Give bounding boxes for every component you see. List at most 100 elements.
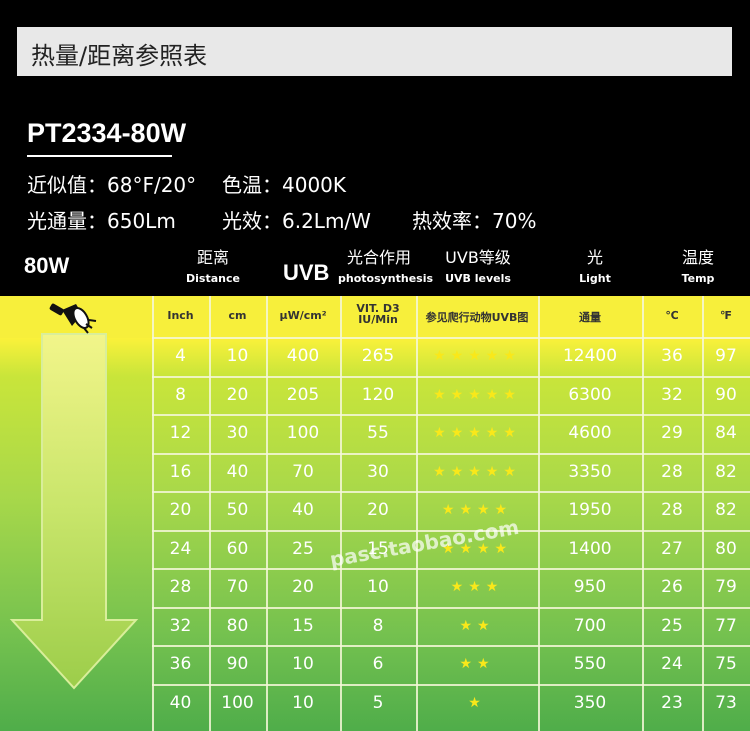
row-divider [152, 414, 750, 416]
cell-uw: 25 [292, 538, 314, 559]
cell-stars: ★★★★ [441, 540, 513, 557]
cell-uw: 10 [292, 654, 314, 674]
cell-f: 75 [715, 654, 737, 674]
table-background [0, 296, 750, 731]
cell-c: 24 [661, 654, 683, 674]
down-arrow-icon [9, 333, 139, 690]
spec-heat-efficiency: 热效率：70% [412, 209, 537, 233]
cell-flux: 12400 [562, 346, 618, 366]
cell-cm: 40 [226, 461, 249, 482]
row-divider [152, 337, 750, 339]
cell-f: 97 [715, 346, 737, 366]
cell-stars: ★★★★★ [433, 348, 521, 364]
sub-f: ℉ [720, 309, 732, 322]
sub-cm: cm [228, 309, 247, 322]
header-distance-cn: 距离 [196, 248, 229, 267]
model-underline [27, 155, 172, 157]
cell-cm: 70 [226, 577, 249, 597]
cell-f: 82 [715, 461, 737, 482]
cell-f: 82 [715, 500, 737, 520]
cell-c: 36 [661, 346, 683, 366]
row-divider [152, 568, 750, 570]
row-divider [152, 375, 750, 378]
cell-cm: 50 [226, 500, 249, 520]
cell-inch: 36 [169, 654, 192, 674]
cell-c: 23 [661, 692, 683, 713]
cell-flux: 6300 [568, 384, 612, 405]
cell-f: 79 [715, 577, 737, 597]
header-light: 光 Light [560, 248, 630, 285]
header-distance-en: Distance [186, 272, 240, 285]
cell-inch: 32 [169, 615, 192, 636]
cell-stars: ★★★★ [441, 502, 513, 518]
cell-vit: 5 [372, 692, 384, 713]
cell-stars: ★★★★★ [433, 463, 521, 480]
header-uvb-levels: UVB等级 UVB levels [430, 248, 526, 285]
cell-uw: 10 [292, 692, 314, 713]
cell-uw: 20 [292, 577, 314, 597]
spec-color-temp: 色温：4000K [222, 173, 347, 197]
cell-uw: 100 [286, 423, 320, 443]
watt-label: 80W [24, 253, 70, 278]
column-divider [340, 296, 342, 731]
cell-flux: 1400 [568, 538, 612, 559]
column-divider [702, 296, 704, 731]
row-divider [152, 606, 750, 609]
cell-uw: 70 [292, 461, 314, 482]
cell-inch: 8 [175, 384, 186, 405]
column-divider [416, 296, 418, 731]
cell-flux: 700 [573, 615, 607, 636]
lamp-icon [49, 303, 97, 334]
row-divider [152, 452, 750, 455]
column-divider [152, 296, 154, 731]
cell-inch: 40 [169, 692, 192, 713]
row-divider [152, 491, 750, 493]
cell-f: 73 [715, 692, 737, 713]
cell-f: 80 [715, 538, 737, 559]
spec-approx: 近似值：68°F/20° [27, 173, 197, 197]
cell-inch: 16 [169, 461, 192, 482]
cell-stars: ★★ [459, 617, 495, 634]
cell-f: 90 [715, 384, 737, 405]
sub-c: ℃ [665, 309, 679, 322]
row-divider [152, 683, 750, 686]
cell-c: 27 [661, 538, 683, 559]
cell-inch: 20 [169, 500, 192, 520]
cell-c: 28 [661, 500, 683, 520]
cell-stars: ★★★ [450, 579, 504, 595]
cell-c: 25 [661, 615, 683, 636]
cell-f: 77 [715, 615, 737, 636]
cell-c: 32 [661, 384, 683, 405]
header-distance: 距离 Distance [170, 248, 256, 285]
cell-uw: 400 [286, 346, 320, 366]
header-light-en: Light [579, 272, 611, 285]
cell-vit: 265 [361, 346, 395, 366]
cell-flux: 4600 [568, 423, 612, 443]
header-photo-cn: 光合作用 [346, 248, 411, 267]
cell-cm: 100 [221, 692, 254, 713]
cell-uw: 15 [292, 615, 314, 636]
cell-stars: ★★★★★ [433, 425, 521, 441]
cell-cm: 10 [226, 346, 249, 366]
row-divider [152, 645, 750, 647]
sub-uw: μW/cm² [279, 309, 327, 322]
cell-flux: 1950 [568, 500, 612, 520]
model-name: PT2334-80W [27, 118, 187, 148]
header-uvb-levels-en: UVB levels [445, 272, 511, 285]
sub-flux: 通量 [579, 311, 601, 324]
sub-vit: VIT. D3 IU/Min [340, 303, 416, 325]
page-title: 热量/距离参照表 [31, 42, 208, 70]
cell-stars: ★ [468, 694, 486, 711]
cell-inch: 4 [175, 346, 186, 366]
sub-vit-line2: IU/Min [358, 313, 398, 326]
header-temp-cn: 温度 [681, 248, 714, 267]
cell-stars: ★★ [459, 656, 495, 672]
cell-vit: 10 [367, 577, 389, 597]
cell-flux: 550 [573, 654, 607, 674]
cell-inch: 24 [169, 538, 192, 559]
cell-c: 28 [661, 461, 683, 482]
header-photosynthesis: 光合作用 photosynthesis [338, 248, 433, 285]
cell-vit: 8 [372, 615, 384, 636]
header-uvb: UVB [283, 260, 330, 285]
column-divider [209, 296, 211, 731]
